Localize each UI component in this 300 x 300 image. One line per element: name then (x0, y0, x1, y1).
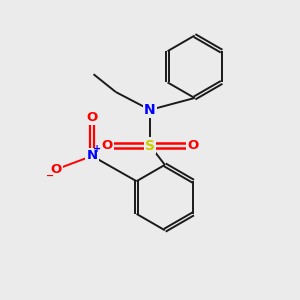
Text: N: N (144, 103, 156, 117)
Text: S: S (145, 139, 155, 152)
Text: O: O (101, 139, 112, 152)
Text: −: − (46, 171, 54, 181)
Text: O: O (51, 163, 62, 176)
Text: +: + (93, 144, 101, 154)
Text: O: O (188, 139, 199, 152)
Text: O: O (86, 111, 98, 124)
Text: N: N (86, 149, 98, 162)
